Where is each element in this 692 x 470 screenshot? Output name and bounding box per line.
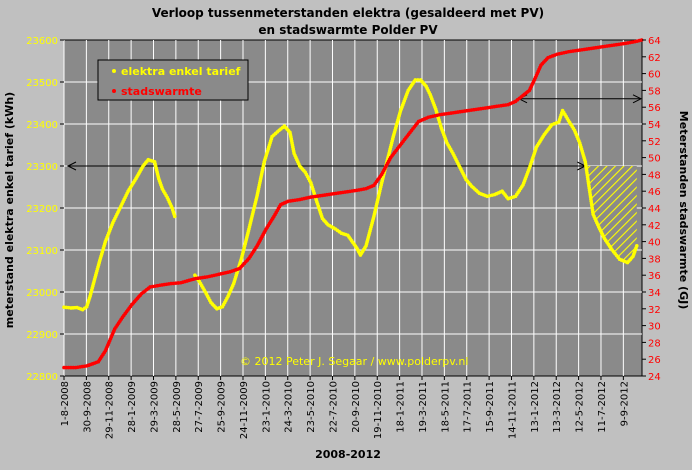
x-tick-label: 24-11-2009: [239, 381, 250, 439]
right-tick-label: 54: [648, 120, 661, 131]
x-tick-label: 29-11-2008: [105, 381, 116, 439]
x-tick-label: 27-7-2009: [194, 381, 205, 433]
x-tick-label: 18-5-2011: [440, 381, 451, 433]
right-tick-label: 40: [648, 238, 661, 249]
y-axis-label-left: meterstand elektra enkel tarief (kWh): [3, 92, 16, 328]
x-tick-label: 18-1-2011: [396, 381, 407, 433]
right-tick-label: 58: [648, 86, 661, 97]
data-point-elektra: [172, 214, 177, 219]
x-tick-label: 25-9-2009: [217, 381, 228, 433]
left-tick-label: 22800: [26, 372, 58, 383]
right-tick-label: 42: [648, 221, 661, 232]
right-tick-label: 28: [648, 338, 661, 349]
right-tick-label: 60: [648, 70, 661, 81]
right-tick-label: 30: [648, 322, 661, 333]
legend-marker-elektra: [112, 69, 116, 73]
x-tick-label: 9-9-2012: [619, 381, 630, 426]
right-tick-label: 50: [648, 154, 661, 165]
x-tick-label: 30-9-2008: [82, 381, 93, 433]
right-tick-label: 32: [648, 305, 661, 316]
left-tick-label: 23500: [26, 78, 58, 89]
x-tick-label: 13-1-2012: [530, 381, 541, 433]
right-tick-label: 46: [648, 187, 661, 198]
right-tick-label: 56: [648, 103, 661, 114]
left-tick-label: 23300: [26, 162, 58, 173]
data-point-elektra: [413, 78, 418, 82]
right-tick-label: 38: [648, 254, 661, 265]
right-tick-label: 34: [648, 288, 661, 299]
chart-subtitle: en stadswarmte Polder PV: [258, 23, 438, 37]
x-tick-label: 12-5-2012: [575, 381, 586, 433]
left-tick-label: 22900: [26, 330, 58, 341]
data-point-stadswarmte: [639, 38, 644, 42]
x-tick-label: 15-9-2011: [485, 381, 496, 433]
x-tick-label: 28-1-2009: [127, 381, 138, 433]
x-tick-label: 19-3-2011: [418, 381, 429, 433]
hatch-area: [585, 161, 637, 263]
legend-label-stadswarmte: stadswarmte: [121, 85, 202, 98]
left-tick-label: 23200: [26, 204, 58, 215]
x-tick-label: 13-3-2012: [552, 381, 563, 433]
right-tick-label: 26: [648, 355, 661, 366]
left-tick-label: 23000: [26, 288, 58, 299]
x-tick-label: 19-11-2010: [373, 381, 384, 439]
right-tick-label: 48: [648, 170, 661, 181]
x-tick-label: 22-7-2010: [328, 381, 339, 433]
data-point-elektra: [634, 244, 639, 248]
series-layer: [62, 38, 644, 370]
legend: elektra enkel tarief stadswarmte: [97, 59, 249, 101]
x-tick-label: 17-7-2011: [463, 381, 474, 433]
x-tick-label: 28-5-2009: [172, 381, 183, 433]
left-tick-label: 23400: [26, 120, 58, 131]
right-tick-label: 24: [648, 372, 661, 383]
data-point-elektra: [416, 78, 420, 82]
left-tick-label: 23100: [26, 246, 58, 257]
x-axis-ticks: 1-8-2008 30-9-2008 29-11-2008 28-1-2009 29-3…: [60, 376, 630, 439]
legend-marker-stadswarmte: [112, 89, 116, 93]
right-tick-label: 52: [648, 137, 661, 148]
x-tick-label: 20-9-2010: [351, 381, 362, 433]
right-tick-label: 36: [648, 271, 661, 282]
y-axis-label-right: Meterstanden stadswarmte (GJ): [677, 111, 690, 309]
copyright-note: © 2012 Peter J. Segaar / www.polderpv.nl: [240, 355, 468, 368]
left-axis-ticks: 22800 22900 23000 23100 23200 23300 23400 23500…: [26, 36, 64, 383]
right-tick-label: 44: [648, 204, 661, 215]
left-tick-label: 23600: [26, 36, 58, 47]
right-tick-label: 62: [648, 53, 661, 64]
x-tick-label: 23-1-2010: [261, 381, 272, 433]
x-tick-label: 24-3-2010: [284, 381, 295, 433]
x-tick-label: 1-8-2008: [60, 381, 71, 426]
right-tick-label: 64: [648, 36, 661, 47]
x-axis-label: 2008-2012: [315, 448, 381, 461]
x-tick-label: 29-3-2009: [149, 381, 160, 433]
hatched-forecast-area: [585, 161, 637, 263]
x-tick-label: 14-11-2011: [507, 381, 518, 439]
x-tick-label: 11-7-2012: [597, 381, 608, 433]
legend-label-elektra: elektra enkel tarief: [121, 65, 241, 78]
x-tick-label: 23-5-2010: [306, 381, 317, 433]
chart-title: Verloop tussenmeterstanden elektra (gesa…: [152, 6, 544, 20]
right-axis-ticks: 24 26 28 30 32 34 36 38 40 42 44 46 48 50 52 54 56 58 60 62…: [642, 36, 661, 383]
